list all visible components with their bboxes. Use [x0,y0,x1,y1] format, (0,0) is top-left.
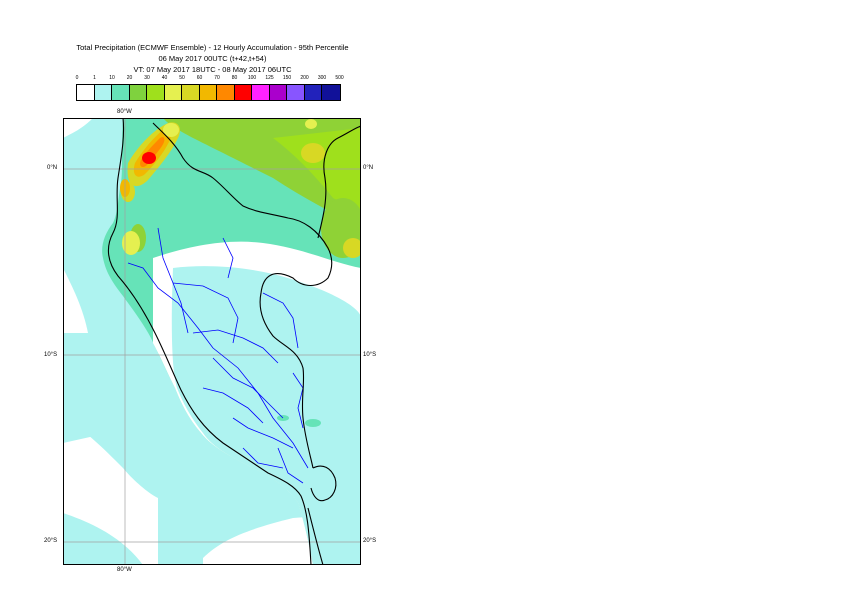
legend-tick-label: 100 [247,75,257,81]
legend-swatch [287,85,305,100]
map-border [63,118,361,565]
legend-tick-label: 10 [109,75,115,81]
legend-swatch [182,85,200,100]
legend-swatch [252,85,270,100]
legend-tick-label: 150 [282,75,292,81]
lat-label-0n-right: 0°N [363,165,374,171]
admin-borders [127,227,309,484]
lat-label-10s-left: 10°S [44,352,58,358]
legend-tick-label: 125 [265,75,274,81]
legend-tick-label: 0 [75,75,79,81]
map-title: Total Precipitation (ECMWF Ensemble) - 1… [76,43,349,52]
legend-tick-label: 1 [93,75,96,81]
legend-swatch [322,85,340,100]
legend-swatch [94,85,112,100]
legend-colorbar [76,84,341,101]
heavy-rain-core [120,122,180,197]
map-subtitle-date: 06 May 2017 00UTC (t+42,t+54) [158,54,267,63]
legend-swatch [112,85,130,100]
legend-swatch [129,85,147,100]
legend-swatch [77,85,95,100]
legend-swatch [199,85,217,100]
map-gridlines [63,118,361,565]
legend-swatch [234,85,252,100]
precipitation-map [63,118,361,565]
legend-swatch [217,85,235,100]
legend-tick-label: 80 [231,75,238,81]
country-borders [107,118,361,565]
legend-tick-label: 50 [179,75,185,81]
legend-swatch [164,85,182,100]
legend-tick-label: 300 [317,75,327,81]
lat-label-0n-left: 0°N [47,165,58,171]
legend-swatch [304,85,322,100]
legend-tick-label: 200 [300,75,309,81]
light-inland-area [171,266,361,565]
legend-tick-label: 40 [161,75,168,81]
legend-tick-label: 500 [335,75,344,81]
lat-label-20s-left: 20°S [44,538,58,544]
lon-label-top: 80°W [117,109,132,115]
lat-label-10s-right: 10°S [363,352,377,358]
moderate-rain-areas [121,118,361,427]
legend-tick-label: 60 [196,75,203,81]
legend-tick-label: 70 [214,75,220,81]
legend-tick-label: 20 [126,75,133,81]
lon-label-bottom: 80°W [117,567,132,573]
legend-swatch [147,85,165,100]
map-subtitle-valid-time: VT: 07 May 2017 18UTC - 08 May 2017 06UT… [133,65,292,74]
lat-label-20s-right: 20°S [363,538,377,544]
legend-swatch [269,85,287,100]
legend-tick-label: 30 [144,75,150,81]
